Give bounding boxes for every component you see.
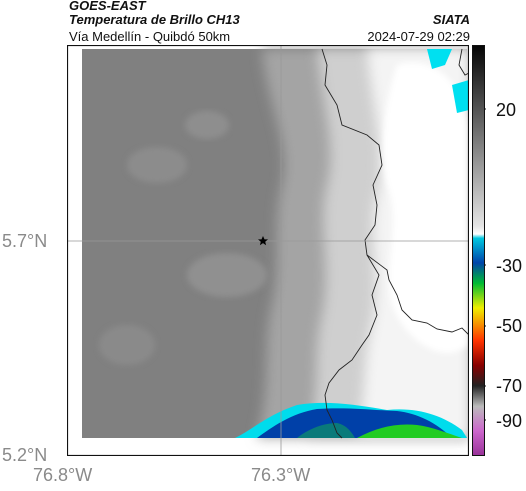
colorbar-tick-minus70: -70 bbox=[496, 376, 523, 396]
lat-label-5-2: 5.2°N bbox=[2, 445, 48, 465]
municipal-border bbox=[324, 254, 380, 439]
route-subtitle: Vía Medellín - Quibdó 50km bbox=[69, 29, 231, 44]
colorbar bbox=[472, 45, 486, 456]
cold-core-bottom bbox=[235, 402, 467, 438]
grid-lines bbox=[67, 45, 469, 456]
cyan-top-patches bbox=[427, 49, 469, 113]
green-band bbox=[357, 424, 462, 438]
colorbar-tick-20: 20 bbox=[496, 100, 517, 120]
colorbar-tick-minus90: -90 bbox=[496, 411, 523, 431]
satellite-map bbox=[67, 45, 469, 456]
lat-label-5-7: 5.7°N bbox=[2, 231, 48, 251]
cyan-patch-right bbox=[452, 80, 469, 113]
department-border bbox=[321, 48, 469, 336]
colorbar-ticks bbox=[484, 108, 486, 421]
organization-label: SIATA bbox=[432, 12, 470, 27]
timestamp: 2024-07-29 02:29 bbox=[367, 29, 470, 44]
star-marker bbox=[258, 236, 268, 246]
satellite-source: GOES-EAST bbox=[69, 0, 146, 13]
colorbar-tick-minus50: -50 bbox=[496, 316, 523, 336]
border-lines bbox=[321, 48, 469, 439]
product-title: Temperatura de Brillo CH13 bbox=[69, 12, 240, 27]
colorbar-tick-minus30: -30 bbox=[496, 256, 523, 276]
cloud-field bbox=[82, 49, 469, 438]
map-frame bbox=[67, 45, 469, 456]
cyan-patch-top bbox=[427, 49, 452, 69]
lon-label-76-3: 76.3°W bbox=[251, 465, 311, 485]
bright-cloud-patch bbox=[382, 62, 467, 353]
lon-label-76-8: 76.8°W bbox=[33, 465, 93, 485]
